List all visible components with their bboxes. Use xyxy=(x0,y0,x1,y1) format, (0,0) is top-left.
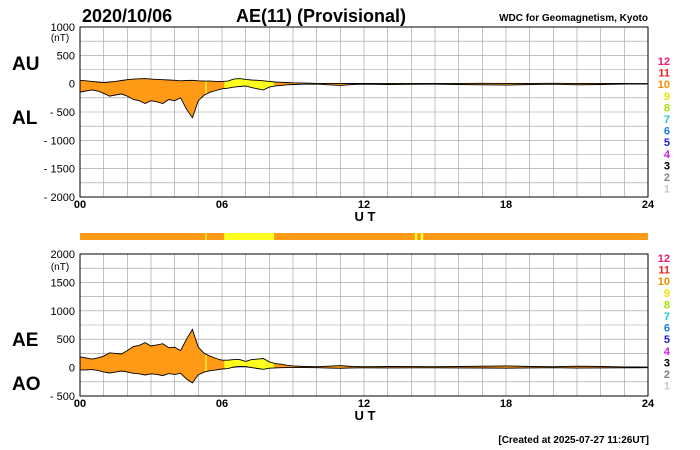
x-tick-label: 00 xyxy=(74,199,86,211)
legend-level-10: 10 xyxy=(658,276,670,288)
legend-level-6: 6 xyxy=(664,126,670,138)
ao-series-line xyxy=(80,366,649,384)
chart-title: AE(11) (Provisional) xyxy=(236,6,406,26)
al-series-line xyxy=(79,83,649,119)
area-segment-orange xyxy=(206,81,225,94)
y-tick-label: - 2000 xyxy=(44,192,75,204)
station-bar-segment-yellow xyxy=(414,233,418,240)
legend-level-3: 3 xyxy=(664,160,670,172)
x-tick-label: 24 xyxy=(642,199,655,211)
au-al-y-ticks: 1000 500 0 - 500 - 1000 - 1500 - 2000 xyxy=(44,22,75,204)
legend-level-2: 2 xyxy=(664,172,670,184)
au-series-line xyxy=(79,78,649,85)
x-tick-label: 18 xyxy=(500,398,512,410)
legend-level-9: 9 xyxy=(664,288,670,300)
legend-level-3: 3 xyxy=(664,357,670,369)
ae-ao-chart: 2000 1500 1000 500 0 - 500 00 06 12 18 24 (nT) AE… xyxy=(12,249,655,423)
station-bar-segment-yellow xyxy=(205,233,207,240)
legend-level-7: 7 xyxy=(664,114,670,126)
y-tick-label: 1000 xyxy=(51,22,75,34)
au-al-unit-label: (nT) xyxy=(51,33,69,44)
legend-level-4: 4 xyxy=(664,346,671,358)
au-al-x-ticks: 00 06 12 18 24 xyxy=(74,199,655,211)
legend-level-6: 6 xyxy=(664,323,670,335)
ae-ao-grid xyxy=(80,254,648,396)
legend-level-5: 5 xyxy=(664,137,670,149)
ao-series-label: AO xyxy=(12,374,41,395)
au-al-grid xyxy=(80,27,648,197)
station-status-bar xyxy=(80,233,648,240)
station-bar-segment-yellow xyxy=(420,233,424,240)
legend-level-1: 1 xyxy=(664,184,670,196)
ae-ao-x-axis-label: U T xyxy=(355,408,376,423)
au-al-x-axis-label: U T xyxy=(355,209,376,224)
ae-ao-y-ticks: 2000 1500 1000 500 0 - 500 xyxy=(50,249,75,403)
al-series-label: AL xyxy=(12,108,38,129)
y-tick-label: 0 xyxy=(69,79,75,91)
date-label: 2020/10/06 xyxy=(82,6,172,26)
x-tick-label: 18 xyxy=(500,199,512,211)
legend-level-11: 11 xyxy=(658,265,670,277)
x-tick-label: 00 xyxy=(74,398,86,410)
area-segment-orange xyxy=(80,329,206,383)
x-tick-label: 06 xyxy=(216,398,228,410)
station-bar-segment-orange xyxy=(80,233,206,240)
y-tick-label: 0 xyxy=(69,363,75,375)
y-tick-label: - 1000 xyxy=(44,135,75,147)
y-tick-label: 1500 xyxy=(51,277,75,289)
station-bar-segment-yellow xyxy=(224,233,275,240)
au-al-frame xyxy=(79,26,649,198)
y-tick-label: 2000 xyxy=(51,249,75,261)
x-tick-label: 24 xyxy=(642,398,655,410)
area-segment-orange xyxy=(80,78,206,118)
legend-level-2: 2 xyxy=(664,369,670,381)
ae-ao-frame xyxy=(79,253,649,397)
legend-level-8: 8 xyxy=(664,299,670,311)
station-bar-segment-orange xyxy=(274,233,415,240)
ae-series-line xyxy=(79,328,649,368)
station-bar-segment-orange xyxy=(417,233,421,240)
area-segment-yellow xyxy=(224,78,275,90)
legend-level-8: 8 xyxy=(664,102,670,114)
y-tick-label: - 500 xyxy=(50,107,75,119)
station-bar-segment-orange xyxy=(206,233,225,240)
y-tick-label: 500 xyxy=(57,334,75,346)
x-tick-label: 06 xyxy=(216,199,228,211)
x-tick-label: 12 xyxy=(358,398,370,410)
area-segment-orange xyxy=(206,354,225,372)
legend-level-12: 12 xyxy=(658,56,670,68)
y-tick-label: - 1500 xyxy=(44,164,75,176)
y-tick-label: - 500 xyxy=(50,391,75,403)
legend-level-12: 12 xyxy=(658,253,670,265)
legend-level-5: 5 xyxy=(664,334,670,346)
area-segment-yellow xyxy=(205,81,207,95)
legend-level-4: 4 xyxy=(664,149,671,161)
legend-level-1: 1 xyxy=(664,381,670,393)
legend-level-10: 10 xyxy=(658,79,670,91)
created-timestamp: [Created at 2025-07-27 11:26UT] xyxy=(498,435,649,446)
source-label: WDC for Geomagnetism, Kyoto xyxy=(499,13,648,24)
y-tick-label: 1000 xyxy=(51,306,75,318)
ae-series-label: AE xyxy=(12,330,38,351)
legend-level-7: 7 xyxy=(664,311,670,323)
y-tick-label: 500 xyxy=(57,50,75,62)
station-bar-segment-orange xyxy=(423,233,648,240)
area-segment-yellow xyxy=(205,354,207,372)
ae-ao-unit-label: (nT) xyxy=(51,262,69,273)
ae-ao-x-ticks: 00 06 12 18 24 xyxy=(74,398,655,410)
area-segment-orange xyxy=(274,81,648,87)
x-tick-label: 12 xyxy=(358,199,370,211)
legend-level-9: 9 xyxy=(664,91,670,103)
au-series-label: AU xyxy=(12,54,39,75)
au-al-areas xyxy=(80,78,648,118)
au-al-chart: 1000 500 0 - 500 - 1000 - 1500 - 2000 00 06 12 18… xyxy=(12,22,655,224)
legend-level-11: 11 xyxy=(658,68,670,80)
